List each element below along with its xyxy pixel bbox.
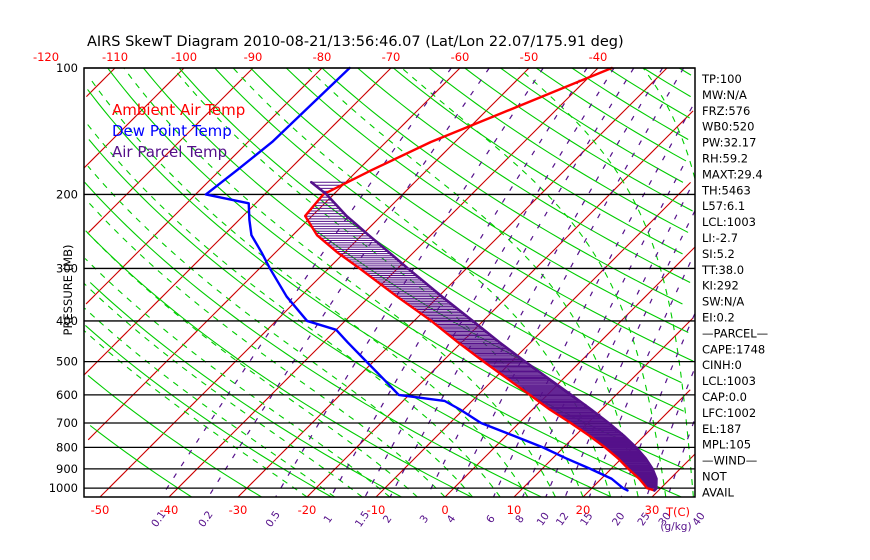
stat-line-2: FRZ:576 [702, 104, 750, 118]
stat-line-15: EI:0.2 [702, 311, 735, 325]
stat-line-6: MAXT:29.4 [702, 167, 763, 181]
pressure-tick: 200 [56, 187, 78, 201]
stat-line-7: TH:5463 [701, 183, 751, 197]
stats-panel: TP:100 MW:N/A FRZ:576 WB0:520 PW:32.17 RH:59.… [701, 72, 768, 499]
stat-line-21: LFC:1002 [702, 406, 756, 420]
curve-legend: Ambient Air Temp Dew Point Temp Air Parcel… [112, 101, 245, 161]
top-temperature-axis: -120 -110 -100 -90 -80 -70 -60 -50 -40 [33, 50, 607, 64]
pressure-tick: 300 [56, 261, 78, 275]
stat-line-10: LI:-2.7 [702, 231, 738, 245]
plot-frame [83, 67, 696, 498]
stat-line-19: LCL:1003 [702, 374, 756, 388]
top-temp-tick: -120 [33, 50, 59, 64]
stat-line-17: CAPE:1748 [702, 342, 765, 356]
pressure-axis-labels: 100 200 300 400 500 600 700 800 900 1000 [49, 61, 78, 495]
legend-item-1: Dew Point Temp [112, 122, 232, 140]
pressure-tick: 100 [56, 61, 78, 75]
stat-line-13: KI:292 [702, 279, 739, 293]
bottom-temp-tick: -10 [367, 503, 386, 517]
top-temp-tick: -90 [244, 50, 263, 64]
page-title: AIRS SkewT Diagram 2010-08-21/13:56:46.0… [87, 34, 624, 50]
pressure-tick: 800 [56, 440, 78, 454]
stat-line-11: SI:5.2 [702, 247, 735, 261]
stat-line-25: NOT [702, 470, 728, 484]
top-temp-tick: -50 [520, 50, 539, 64]
top-temp-tick: -110 [102, 50, 128, 64]
bottom-temp-tick: 10 [507, 503, 522, 517]
stat-line-5: RH:59.2 [702, 152, 748, 166]
top-temp-tick: -60 [451, 50, 470, 64]
stat-line-22: EL:187 [702, 422, 742, 436]
top-temp-tick: -70 [382, 50, 401, 64]
pressure-tick: 500 [56, 355, 78, 369]
bottom-temp-tick: 30 [645, 503, 660, 517]
pressure-tick: 700 [56, 416, 78, 430]
stat-line-0: TP:100 [701, 72, 742, 86]
stat-line-16: —PARCEL— [702, 326, 768, 340]
stat-line-14: SW:N/A [702, 295, 744, 309]
mixing-ratio-axis-label: (g/kg) [660, 521, 691, 533]
sounding-curves [204, 66, 658, 492]
stat-line-18: CINH:0 [702, 358, 742, 372]
bottom-temperature-axis: -50 -40 -30 -20 -10 0 10 20 30 [91, 503, 660, 517]
pressure-axis-label: PRESSURE (MB) [61, 245, 75, 336]
top-temp-tick: -40 [589, 50, 608, 64]
pressure-tick: 1000 [49, 481, 78, 495]
bottom-temp-tick: 0 [441, 503, 448, 517]
bottom-temp-tick: -30 [229, 503, 248, 517]
bottom-temp-tick: -40 [160, 503, 179, 517]
temperature-axis-label: T(C) [665, 505, 690, 519]
bottom-temp-tick: -20 [298, 503, 317, 517]
stat-line-12: TT:38.0 [701, 263, 744, 277]
stat-line-20: CAP:0.0 [702, 390, 747, 404]
top-temp-tick: -100 [171, 50, 197, 64]
bottom-temp-tick: 20 [576, 503, 591, 517]
stat-line-24: —WIND— [702, 454, 757, 468]
stat-line-3: WB0:520 [702, 120, 754, 134]
stat-line-23: MPL:105 [702, 438, 751, 452]
legend-item-0: Ambient Air Temp [112, 101, 245, 119]
stat-line-26: AVAIL [702, 485, 735, 499]
cape-hatch-area [305, 181, 657, 489]
stat-line-9: LCL:1003 [702, 215, 756, 229]
pressure-tick: 600 [56, 388, 78, 402]
legend-item-2: Air Parcel Temp [112, 143, 227, 161]
pressure-tick: 900 [56, 462, 78, 476]
stat-line-4: PW:32.17 [702, 136, 756, 150]
stat-line-8: L57:6.1 [702, 199, 745, 213]
bottom-temp-tick: -50 [91, 503, 110, 517]
top-temp-tick: -80 [313, 50, 332, 64]
stat-line-1: MW:N/A [702, 88, 747, 102]
pressure-tick: 400 [56, 314, 78, 328]
